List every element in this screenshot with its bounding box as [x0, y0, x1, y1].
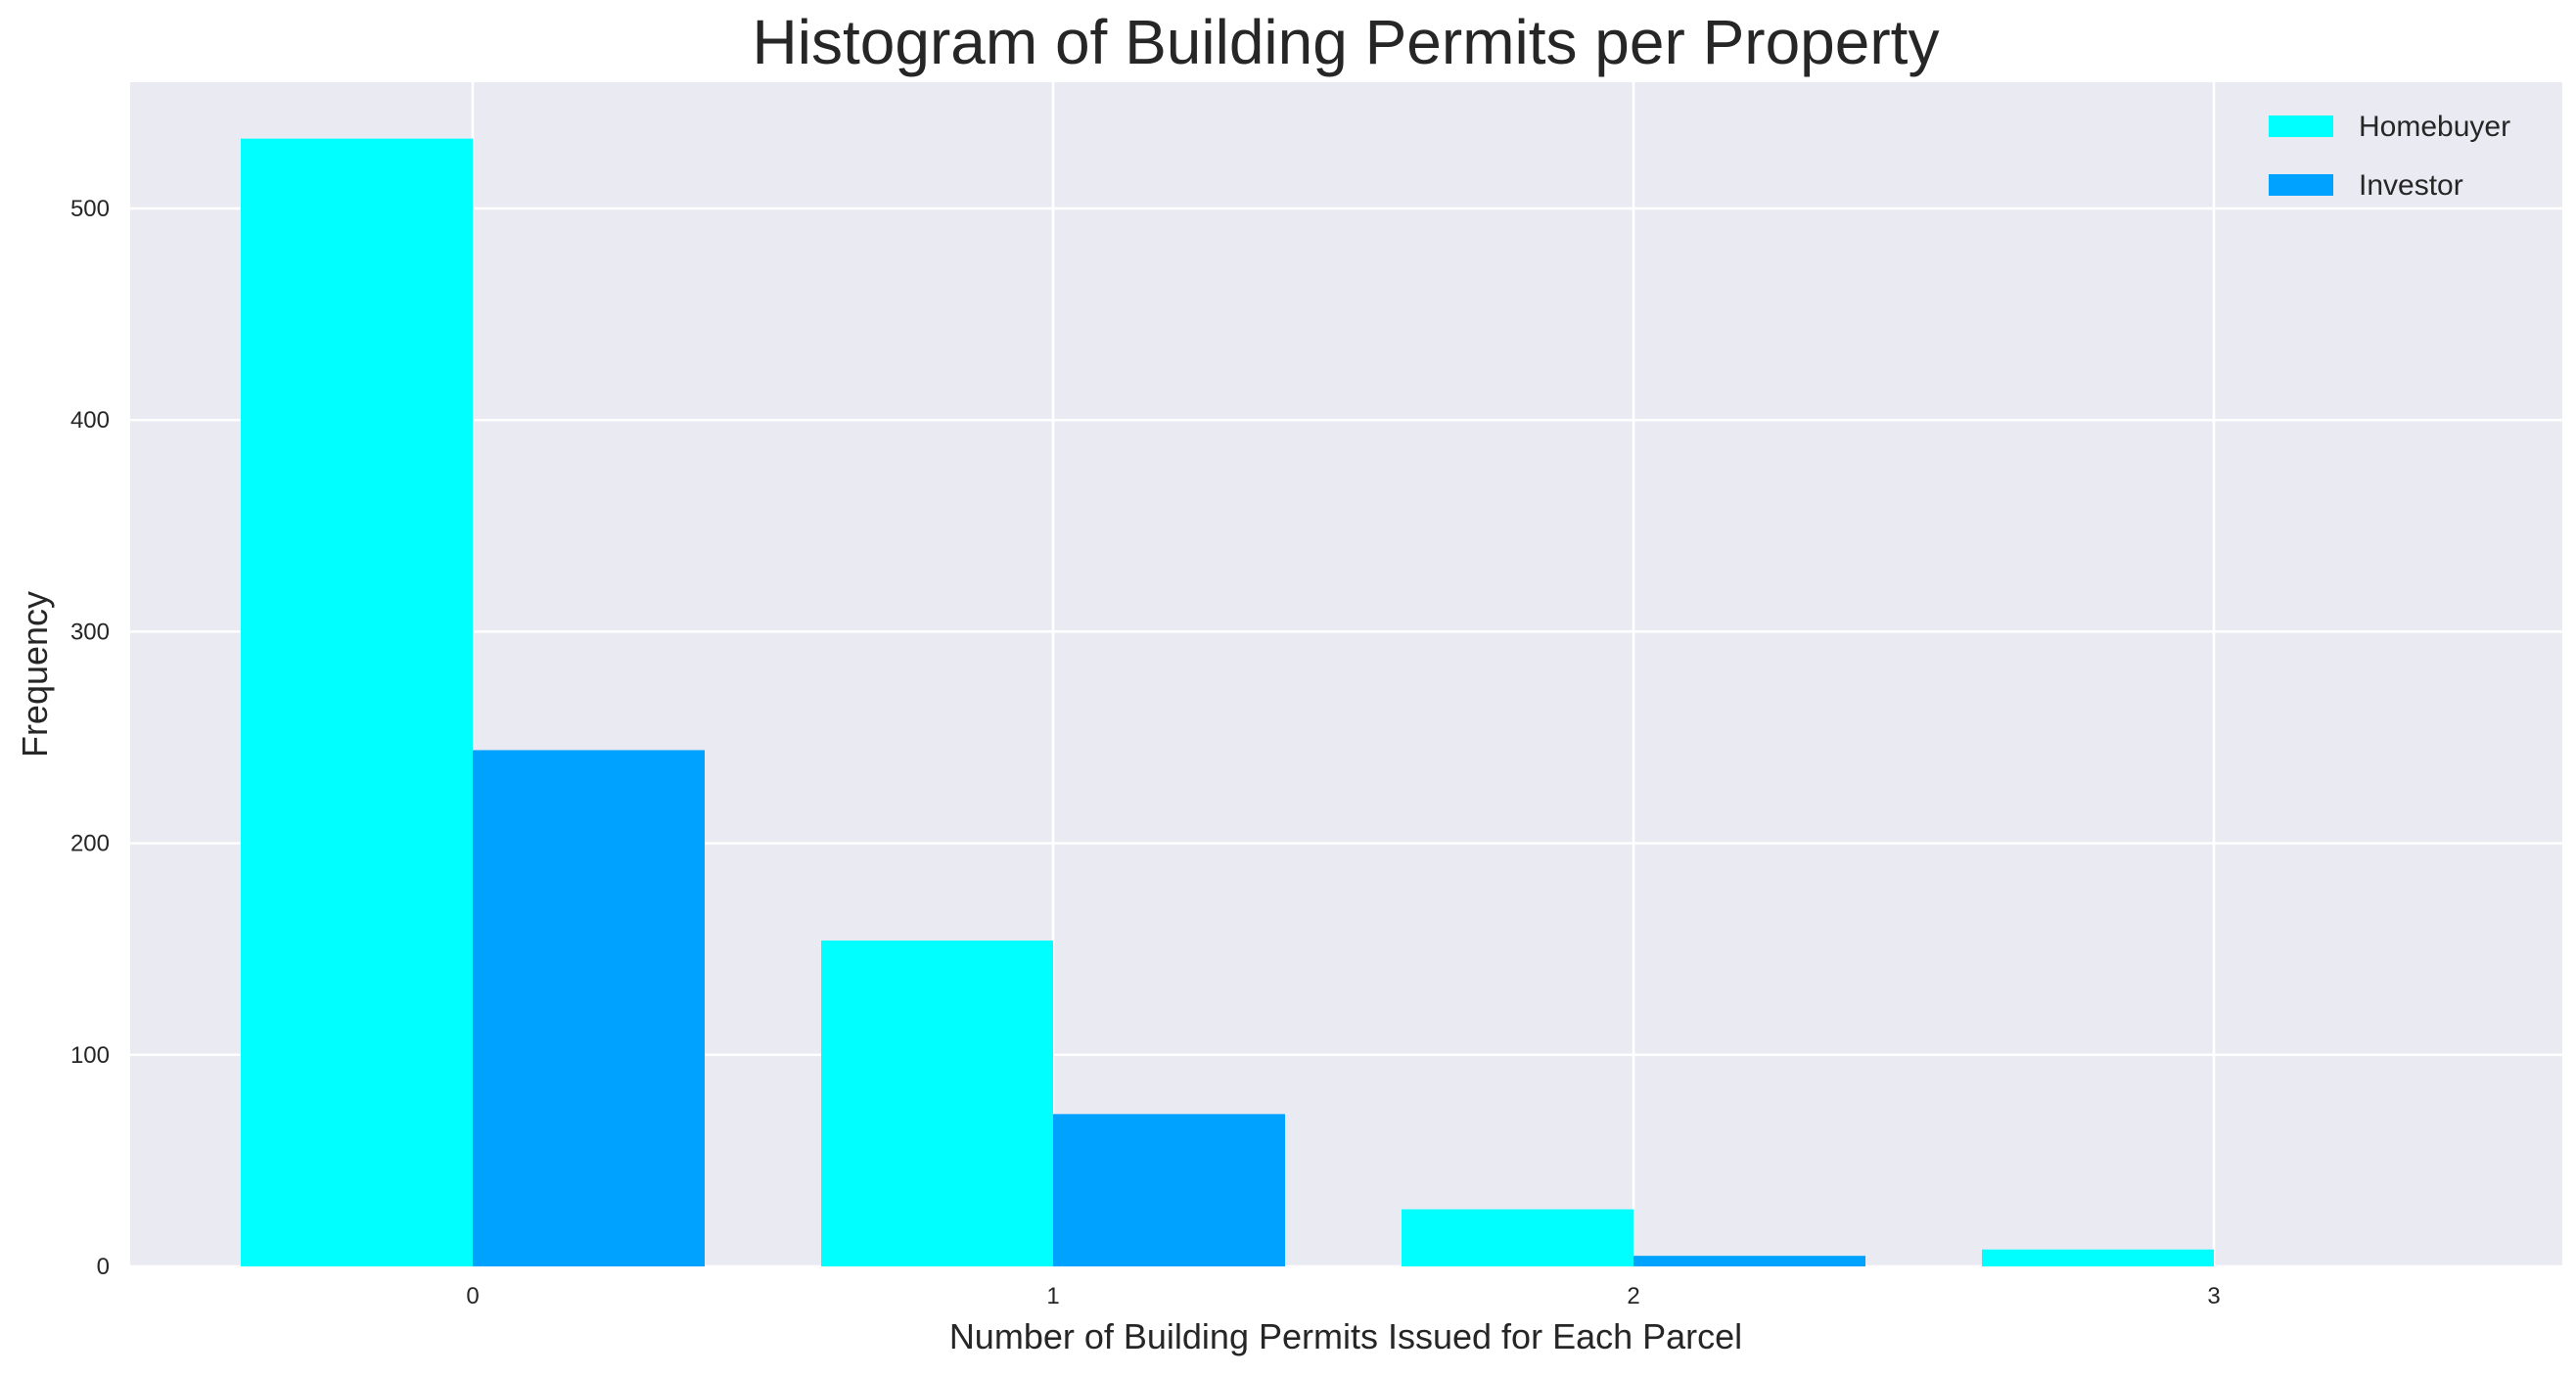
y-axis-label: Frequency — [15, 591, 55, 757]
legend-swatch-investor — [2269, 174, 2333, 196]
bar-homebuyer-3 — [1982, 1249, 2214, 1266]
y-axis-ticks: 0 100 200 300 400 500 — [70, 196, 110, 1280]
legend-label-investor: Investor — [2359, 169, 2463, 202]
y-tick-label: 300 — [70, 619, 110, 645]
y-tick-label: 200 — [70, 831, 110, 857]
x-tick-label: 2 — [1627, 1283, 1639, 1309]
chart-title: Histogram of Building Permits per Proper… — [753, 7, 1940, 77]
x-axis-ticks: 0 1 2 3 — [466, 1283, 2220, 1309]
legend-label-homebuyer: Homebuyer — [2359, 111, 2510, 143]
bar-homebuyer-1 — [821, 941, 1053, 1266]
bar-homebuyer-2 — [1402, 1209, 1633, 1266]
y-tick-label: 400 — [70, 407, 110, 434]
legend-swatch-homebuyer — [2269, 115, 2333, 137]
x-axis-label: Number of Building Permits Issued for Ea… — [949, 1316, 1742, 1356]
bar-investor-1 — [1053, 1114, 1285, 1266]
bars — [241, 138, 2214, 1266]
bar-investor-0 — [473, 750, 705, 1266]
x-tick-label: 3 — [2207, 1283, 2220, 1309]
bar-investor-2 — [1633, 1256, 1865, 1266]
y-tick-label: 100 — [70, 1042, 110, 1069]
legend: Homebuyer Investor — [2269, 111, 2510, 202]
x-tick-label: 0 — [466, 1283, 479, 1309]
y-tick-label: 0 — [97, 1254, 110, 1280]
bar-homebuyer-0 — [241, 138, 473, 1266]
x-tick-label: 1 — [1046, 1283, 1059, 1309]
y-tick-label: 500 — [70, 196, 110, 222]
